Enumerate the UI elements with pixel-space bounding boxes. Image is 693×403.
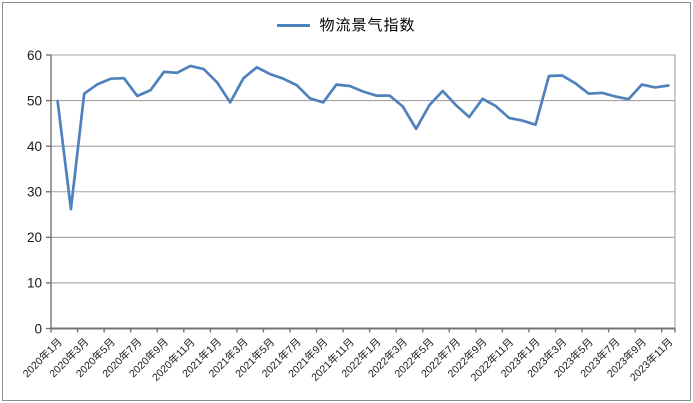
gridlines xyxy=(51,54,676,329)
svg-text:0: 0 xyxy=(34,321,42,336)
svg-text:60: 60 xyxy=(27,48,42,63)
svg-text:20: 20 xyxy=(27,230,42,245)
y-axis-labels: 0 10 20 30 40 50 60 xyxy=(27,48,42,336)
svg-text:50: 50 xyxy=(27,93,42,108)
legend-series-label: 物流景气指数 xyxy=(319,17,416,34)
svg-text:30: 30 xyxy=(27,185,42,200)
chart-legend: 物流景气指数 xyxy=(0,18,693,33)
axes xyxy=(46,54,676,333)
legend-line-marker-icon xyxy=(277,24,311,27)
x-axis-labels: 2020年1月2020年3月2020年5月2020年7月2020年9月2020年… xyxy=(20,335,675,383)
index-line-series xyxy=(56,64,670,211)
svg-text:10: 10 xyxy=(27,276,42,291)
svg-text:40: 40 xyxy=(27,139,42,154)
